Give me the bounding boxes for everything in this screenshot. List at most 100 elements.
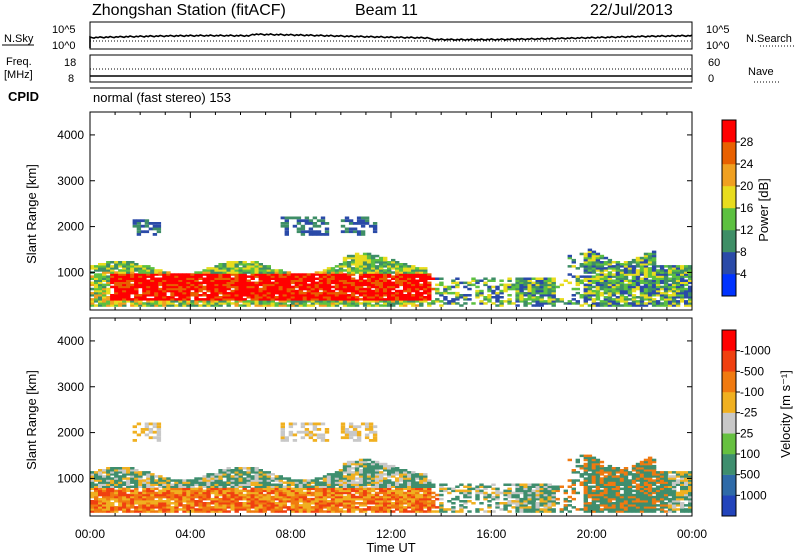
heatmap-cell [342, 285, 348, 289]
heatmap-cell [615, 291, 621, 295]
heatmap-cell [575, 277, 580, 280]
heatmap-cell [250, 491, 255, 495]
heatmap-cell [403, 263, 408, 266]
heatmap-cell [186, 302, 191, 305]
heatmap-cell [575, 279, 580, 282]
heatmap-cell [154, 495, 159, 499]
heatmap-cell [684, 283, 689, 287]
heatmap-cell [218, 497, 223, 501]
heatmap-cell [395, 477, 400, 480]
heatmap-cell [190, 277, 195, 280]
heatmap-cell [106, 481, 111, 484]
heatmap-cell [214, 291, 219, 295]
heatmap-cell [415, 273, 420, 276]
heatmap-cell [170, 298, 175, 301]
heatmap-cell [391, 296, 396, 299]
heatmap-cell [627, 473, 633, 476]
heatmap-cell [146, 508, 151, 511]
heatmap-cell [126, 283, 131, 287]
heatmap-cell [102, 469, 107, 472]
heatmap-cell [306, 296, 312, 299]
heatmap-cell [571, 469, 576, 472]
heatmap-cell [387, 479, 392, 482]
heatmap-cell [310, 485, 316, 488]
heatmap-cell [362, 510, 368, 513]
heatmap-cell [555, 485, 560, 488]
heatmap-cell [356, 230, 362, 234]
heatmap-cell [282, 304, 287, 307]
heatmap-cell [443, 289, 448, 293]
heatmap-cell [90, 493, 95, 497]
heatmap-cell [403, 296, 408, 299]
cpid-label: CPID [8, 89, 39, 104]
heatmap-cell [655, 294, 661, 297]
heatmap-cell [419, 508, 424, 511]
heatmap-cell [391, 263, 396, 266]
heatmap-cell [370, 487, 376, 491]
heatmap-cell [411, 275, 416, 278]
heatmap-cell [571, 258, 576, 262]
heatmap-cell [423, 477, 428, 480]
heatmap-cell [483, 495, 488, 499]
heatmap-cell [684, 267, 689, 270]
heatmap-cell [146, 471, 151, 474]
heatmap-cell [475, 489, 480, 493]
heatmap-cell [234, 283, 239, 287]
heatmap-cell [162, 487, 167, 491]
heatmap-cell [659, 489, 665, 493]
heatmap-cell [338, 265, 344, 268]
heatmap-cell [346, 495, 352, 499]
heatmap-cell [423, 291, 428, 295]
heatmap-cell [266, 283, 271, 287]
heatmap-cell [118, 271, 123, 274]
heatmap-cell [407, 294, 412, 297]
heatmap-cell [399, 487, 404, 491]
heatmap-cell [194, 510, 199, 513]
heatmap-cell [583, 479, 588, 482]
heatmap-cell [595, 296, 601, 299]
heatmap-cell [627, 271, 633, 274]
heatmap-cell [607, 506, 613, 509]
heatmap-cell [318, 495, 324, 499]
heatmap-cell [543, 483, 548, 486]
heatmap-cell [282, 481, 287, 484]
heatmap-cell [615, 475, 621, 478]
colorbar-swatch [722, 142, 736, 165]
heatmap-cell [419, 493, 424, 497]
heatmap-cell [639, 464, 645, 468]
heatmap-cell [607, 273, 613, 276]
heatmap-cell [266, 291, 271, 295]
heatmap-cell [583, 456, 588, 460]
heatmap-cell [407, 279, 412, 282]
heatmap-cell [146, 483, 151, 486]
heatmap-cell [214, 300, 219, 303]
heatmap-cell [595, 254, 601, 258]
heatmap-cell [531, 491, 536, 495]
heatmap-cell [587, 291, 593, 295]
heatmap-cell [411, 471, 416, 474]
heatmap-cell [631, 287, 637, 291]
heatmap-cell [178, 294, 183, 297]
heatmap-cell [262, 289, 267, 293]
heatmap-cell [607, 481, 613, 484]
heatmap-cell [322, 510, 328, 513]
heatmap-cell [663, 296, 669, 299]
heatmap-cell [302, 304, 308, 307]
heatmap-cell [379, 506, 384, 509]
heatmap-cell [399, 265, 404, 268]
heatmap-cell [366, 491, 372, 495]
heatmap-cell [531, 296, 536, 299]
heatmap-cell [399, 283, 404, 287]
heatmap-cell [106, 497, 111, 501]
heatmap-cell [246, 304, 251, 307]
heatmap-cell [308, 230, 314, 234]
heatmap-cell [354, 502, 360, 505]
heatmap-cell [246, 506, 251, 509]
heatmap-cell [411, 294, 416, 297]
heatmap-cell [423, 479, 428, 482]
heatmap-cell [234, 467, 239, 470]
heatmap-cell [571, 471, 576, 474]
heatmap-cell [310, 300, 316, 303]
heatmap-cell [126, 267, 131, 270]
heatmap-cell [114, 510, 119, 513]
